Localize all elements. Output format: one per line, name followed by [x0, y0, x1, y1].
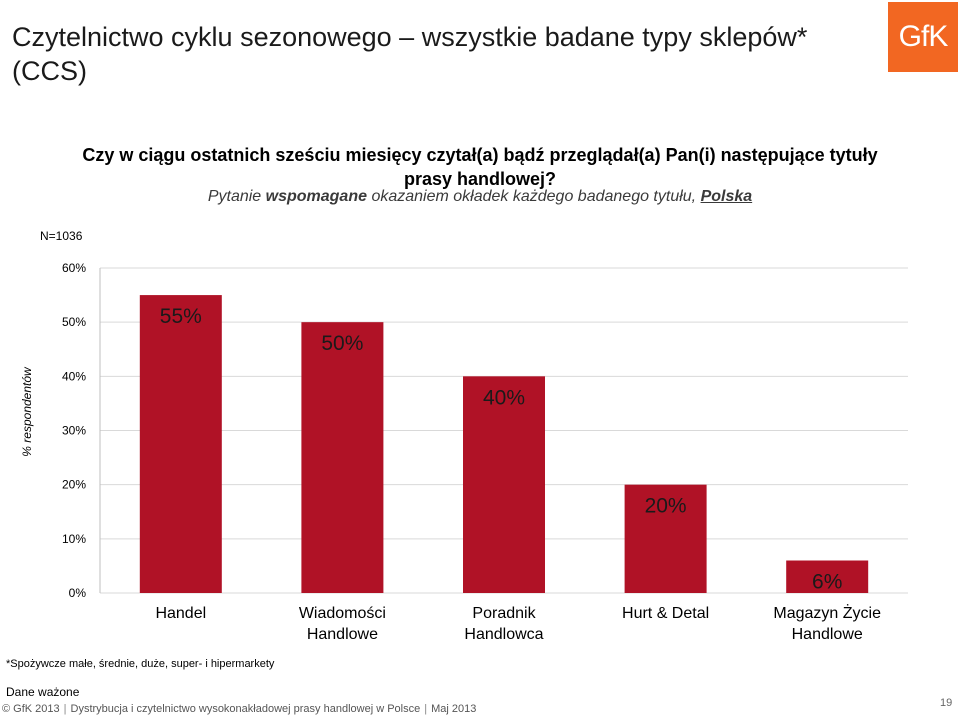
bar: [786, 560, 869, 593]
page-title-line-2: (CCS): [12, 56, 87, 86]
y-tick-label: 50%: [62, 315, 86, 329]
data-label: 55%: [160, 305, 202, 328]
footer-date: Maj 2013: [431, 703, 477, 715]
x-tick-label: Handlowca: [464, 626, 543, 643]
x-tick-label: Magazyn Życie: [773, 603, 881, 622]
survey-question-line-2: prasy handlowej?: [403, 169, 557, 189]
x-tick-label: Handel: [155, 605, 206, 622]
footer: © GfK 2013 | Dystrybucja i czytelnictwo wy…: [2, 703, 477, 715]
data-label: 50%: [321, 332, 363, 355]
y-tick-label: 60%: [62, 261, 86, 275]
bar: [301, 322, 384, 593]
subtitle-country: Polska: [700, 188, 753, 205]
y-axis-ticks: 0% 10% 20% 30% 40% 50% 60%: [62, 261, 86, 600]
x-tick-label: Handlowe: [307, 626, 378, 643]
survey-question: Czy w ciągu ostatnich sześciu miesięcy c…: [40, 143, 920, 191]
bar: [463, 376, 545, 593]
x-axis-labels: Handel Wiadomości Handlowe Poradnik Handlowc…: [155, 603, 881, 643]
subtitle-part-2: okazaniem okładek każdego badanego tytuł…: [367, 188, 701, 205]
data-label: 20%: [645, 495, 687, 518]
question-subtitle: Pytanie wspomagane okazaniem okładek każ…: [40, 188, 920, 206]
subtitle-bold: wspomagane: [265, 188, 367, 205]
y-tick-label: 0%: [69, 586, 87, 600]
bar: [624, 484, 707, 593]
footer-copyright: © GfK 2013: [2, 703, 60, 715]
page-title-line-1: Czytelnictwo cyklu sezonowego – wszystki…: [12, 22, 808, 52]
page-title: Czytelnictwo cyklu sezonowego – wszystki…: [12, 20, 852, 88]
gfk-logo: GfK: [888, 2, 958, 72]
y-tick-label: 40%: [62, 369, 86, 383]
x-tick-label: Hurt & Detal: [622, 605, 709, 622]
y-tick-label: 10%: [62, 532, 86, 546]
page-number: 19: [940, 697, 953, 709]
data-label: 40%: [483, 386, 525, 409]
subtitle-part-1: Pytanie: [207, 188, 266, 205]
gfk-logo-text: GfK: [898, 20, 949, 53]
x-tick-label: Poradnik: [472, 605, 536, 622]
survey-question-line-1: Czy w ciągu ostatnich sześciu miesięcy c…: [82, 145, 878, 165]
chart-bars: [139, 295, 869, 593]
x-tick-label: Wiadomości: [299, 605, 386, 622]
data-labels: 55% 50% 40% 20% 6%: [160, 305, 843, 593]
footer-study: Dystrybucja i czytelnictwo wysokonakłado…: [70, 703, 421, 715]
sample-size: N=1036: [40, 229, 83, 243]
weighted-note: Dane ważone: [6, 685, 80, 699]
bar: [139, 295, 222, 593]
y-tick-label: 20%: [62, 478, 86, 492]
x-tick-label: Handlowe: [792, 626, 863, 643]
data-label: 6%: [812, 571, 842, 594]
footnote: *Spożywcze małe, średnie, duże, super- i…: [6, 658, 275, 670]
y-tick-label: 30%: [62, 424, 86, 438]
